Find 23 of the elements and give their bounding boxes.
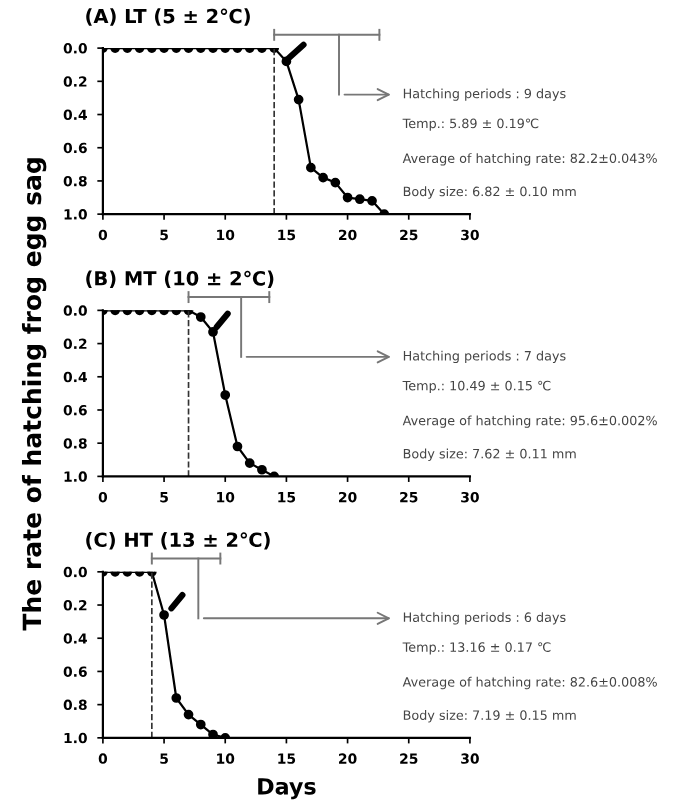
point <box>293 94 304 105</box>
point <box>257 464 267 475</box>
point <box>208 327 218 337</box>
point <box>220 390 231 400</box>
point <box>195 312 206 322</box>
point <box>208 729 218 738</box>
x-axis-title: Days <box>258 778 316 800</box>
point <box>330 177 341 188</box>
point <box>318 172 328 183</box>
point <box>367 195 377 206</box>
point <box>159 610 169 620</box>
point <box>342 192 353 203</box>
y-axis-title: The rate of hatching frog egg sag <box>21 158 47 631</box>
point <box>232 441 243 452</box>
chart-title: (B) MT (10 ± 2℃) <box>86 270 274 288</box>
point <box>354 194 365 205</box>
point <box>171 693 182 703</box>
point <box>195 719 206 730</box>
point <box>183 709 194 720</box>
point <box>306 162 316 173</box>
chart-title: (C) HT (13 ± 2℃) <box>86 532 270 550</box>
point <box>244 458 255 468</box>
chart-title: (A) LT (5 ± 2℃) <box>86 8 250 26</box>
